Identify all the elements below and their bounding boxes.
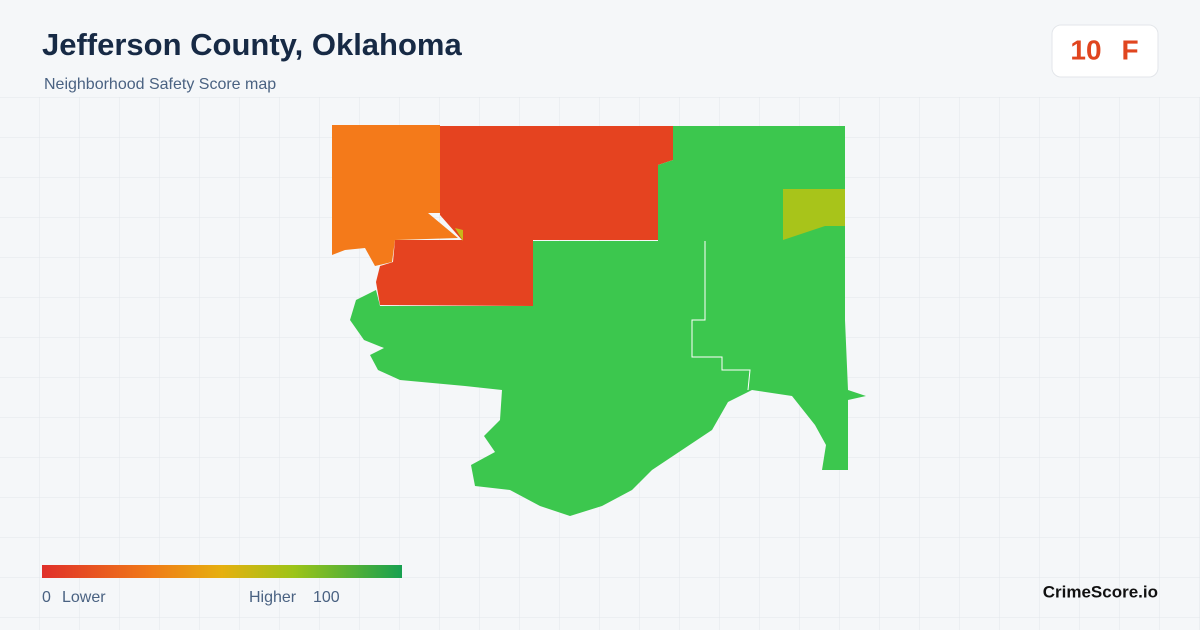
region [332,125,458,266]
region-boundary [691,241,751,391]
grade: F [1121,34,1138,65]
legend-max-label: Higher [249,589,297,606]
region [376,126,673,306]
region [455,228,463,241]
legend-min: 0 [42,589,51,606]
score-badge [1051,24,1159,78]
brand: CrimeScore.io [1043,582,1158,601]
legend-scale [42,565,402,578]
region [783,189,845,240]
subtitle: Neighborhood Safety Score map [44,76,276,93]
legend-min-label: Lower [62,589,106,606]
legend-max: 100 [313,589,340,606]
county-map [332,125,866,516]
title: Jefferson County, Oklahoma [42,27,462,62]
region [350,126,866,516]
score: 10 [1070,34,1101,65]
